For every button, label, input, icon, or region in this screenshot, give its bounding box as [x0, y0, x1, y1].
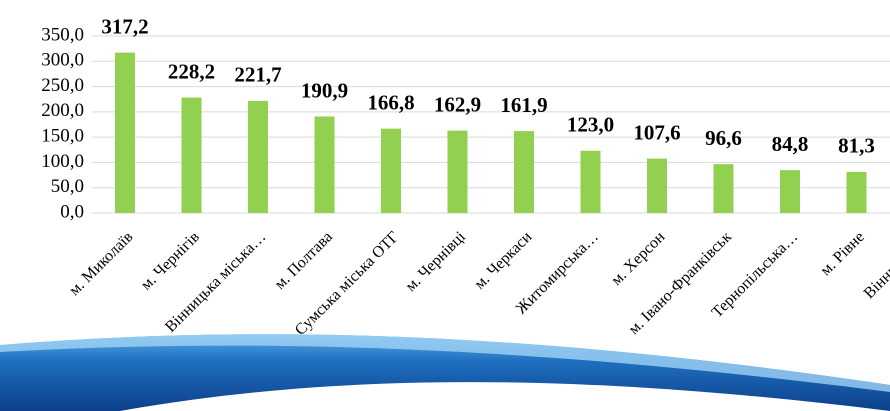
y-tick-label: 250,0: [41, 75, 84, 96]
bar: [115, 52, 135, 213]
x-tick-label: м. Чернігів: [138, 228, 204, 294]
value-label: 190,9: [301, 78, 348, 102]
y-tick-label: 300,0: [41, 50, 84, 71]
value-label: 107,6: [633, 120, 680, 144]
value-label: 162,9: [434, 92, 481, 116]
decor-swoosh-light: [0, 334, 890, 392]
value-label: 161,9: [500, 93, 547, 117]
x-tick-label: м. Полтава: [271, 228, 335, 292]
value-label: 81,3: [838, 134, 875, 158]
bar: [846, 171, 867, 213]
value-label: 228,2: [168, 59, 215, 83]
y-tick-label: 150,0: [41, 126, 84, 147]
bar: [713, 164, 734, 213]
x-tick-label: м. Черкаси: [471, 228, 536, 293]
x-tick-label: м. Херсон: [608, 228, 669, 289]
y-tick-label: 200,0: [41, 100, 84, 121]
bar: [314, 116, 335, 213]
y-tick-label: 100,0: [41, 151, 84, 172]
value-label: 123,0: [567, 113, 614, 137]
x-tick-label: м. Миколаїв: [66, 228, 137, 299]
bar: [580, 150, 601, 213]
y-tick-label: 0,0: [60, 201, 84, 222]
value-label: 166,8: [367, 90, 414, 114]
x-tick-label: м. Рівне: [817, 228, 868, 279]
value-label: 221,7: [234, 63, 281, 87]
y-tick-label: 50,0: [51, 176, 84, 197]
bar: [647, 158, 667, 213]
bar: [248, 100, 268, 213]
bar: [447, 130, 468, 213]
decor-swoosh-white: [120, 382, 890, 411]
value-label: 96,6: [705, 126, 742, 150]
value-label: 84,8: [772, 132, 809, 156]
bar: [181, 97, 202, 213]
bar: [514, 131, 534, 213]
value-label: 317,2: [101, 14, 148, 38]
bar: [780, 170, 800, 213]
x-tick-label: м. Чернівці: [402, 228, 469, 295]
y-tick-label: 350,0: [41, 24, 84, 45]
bar: [381, 128, 401, 213]
